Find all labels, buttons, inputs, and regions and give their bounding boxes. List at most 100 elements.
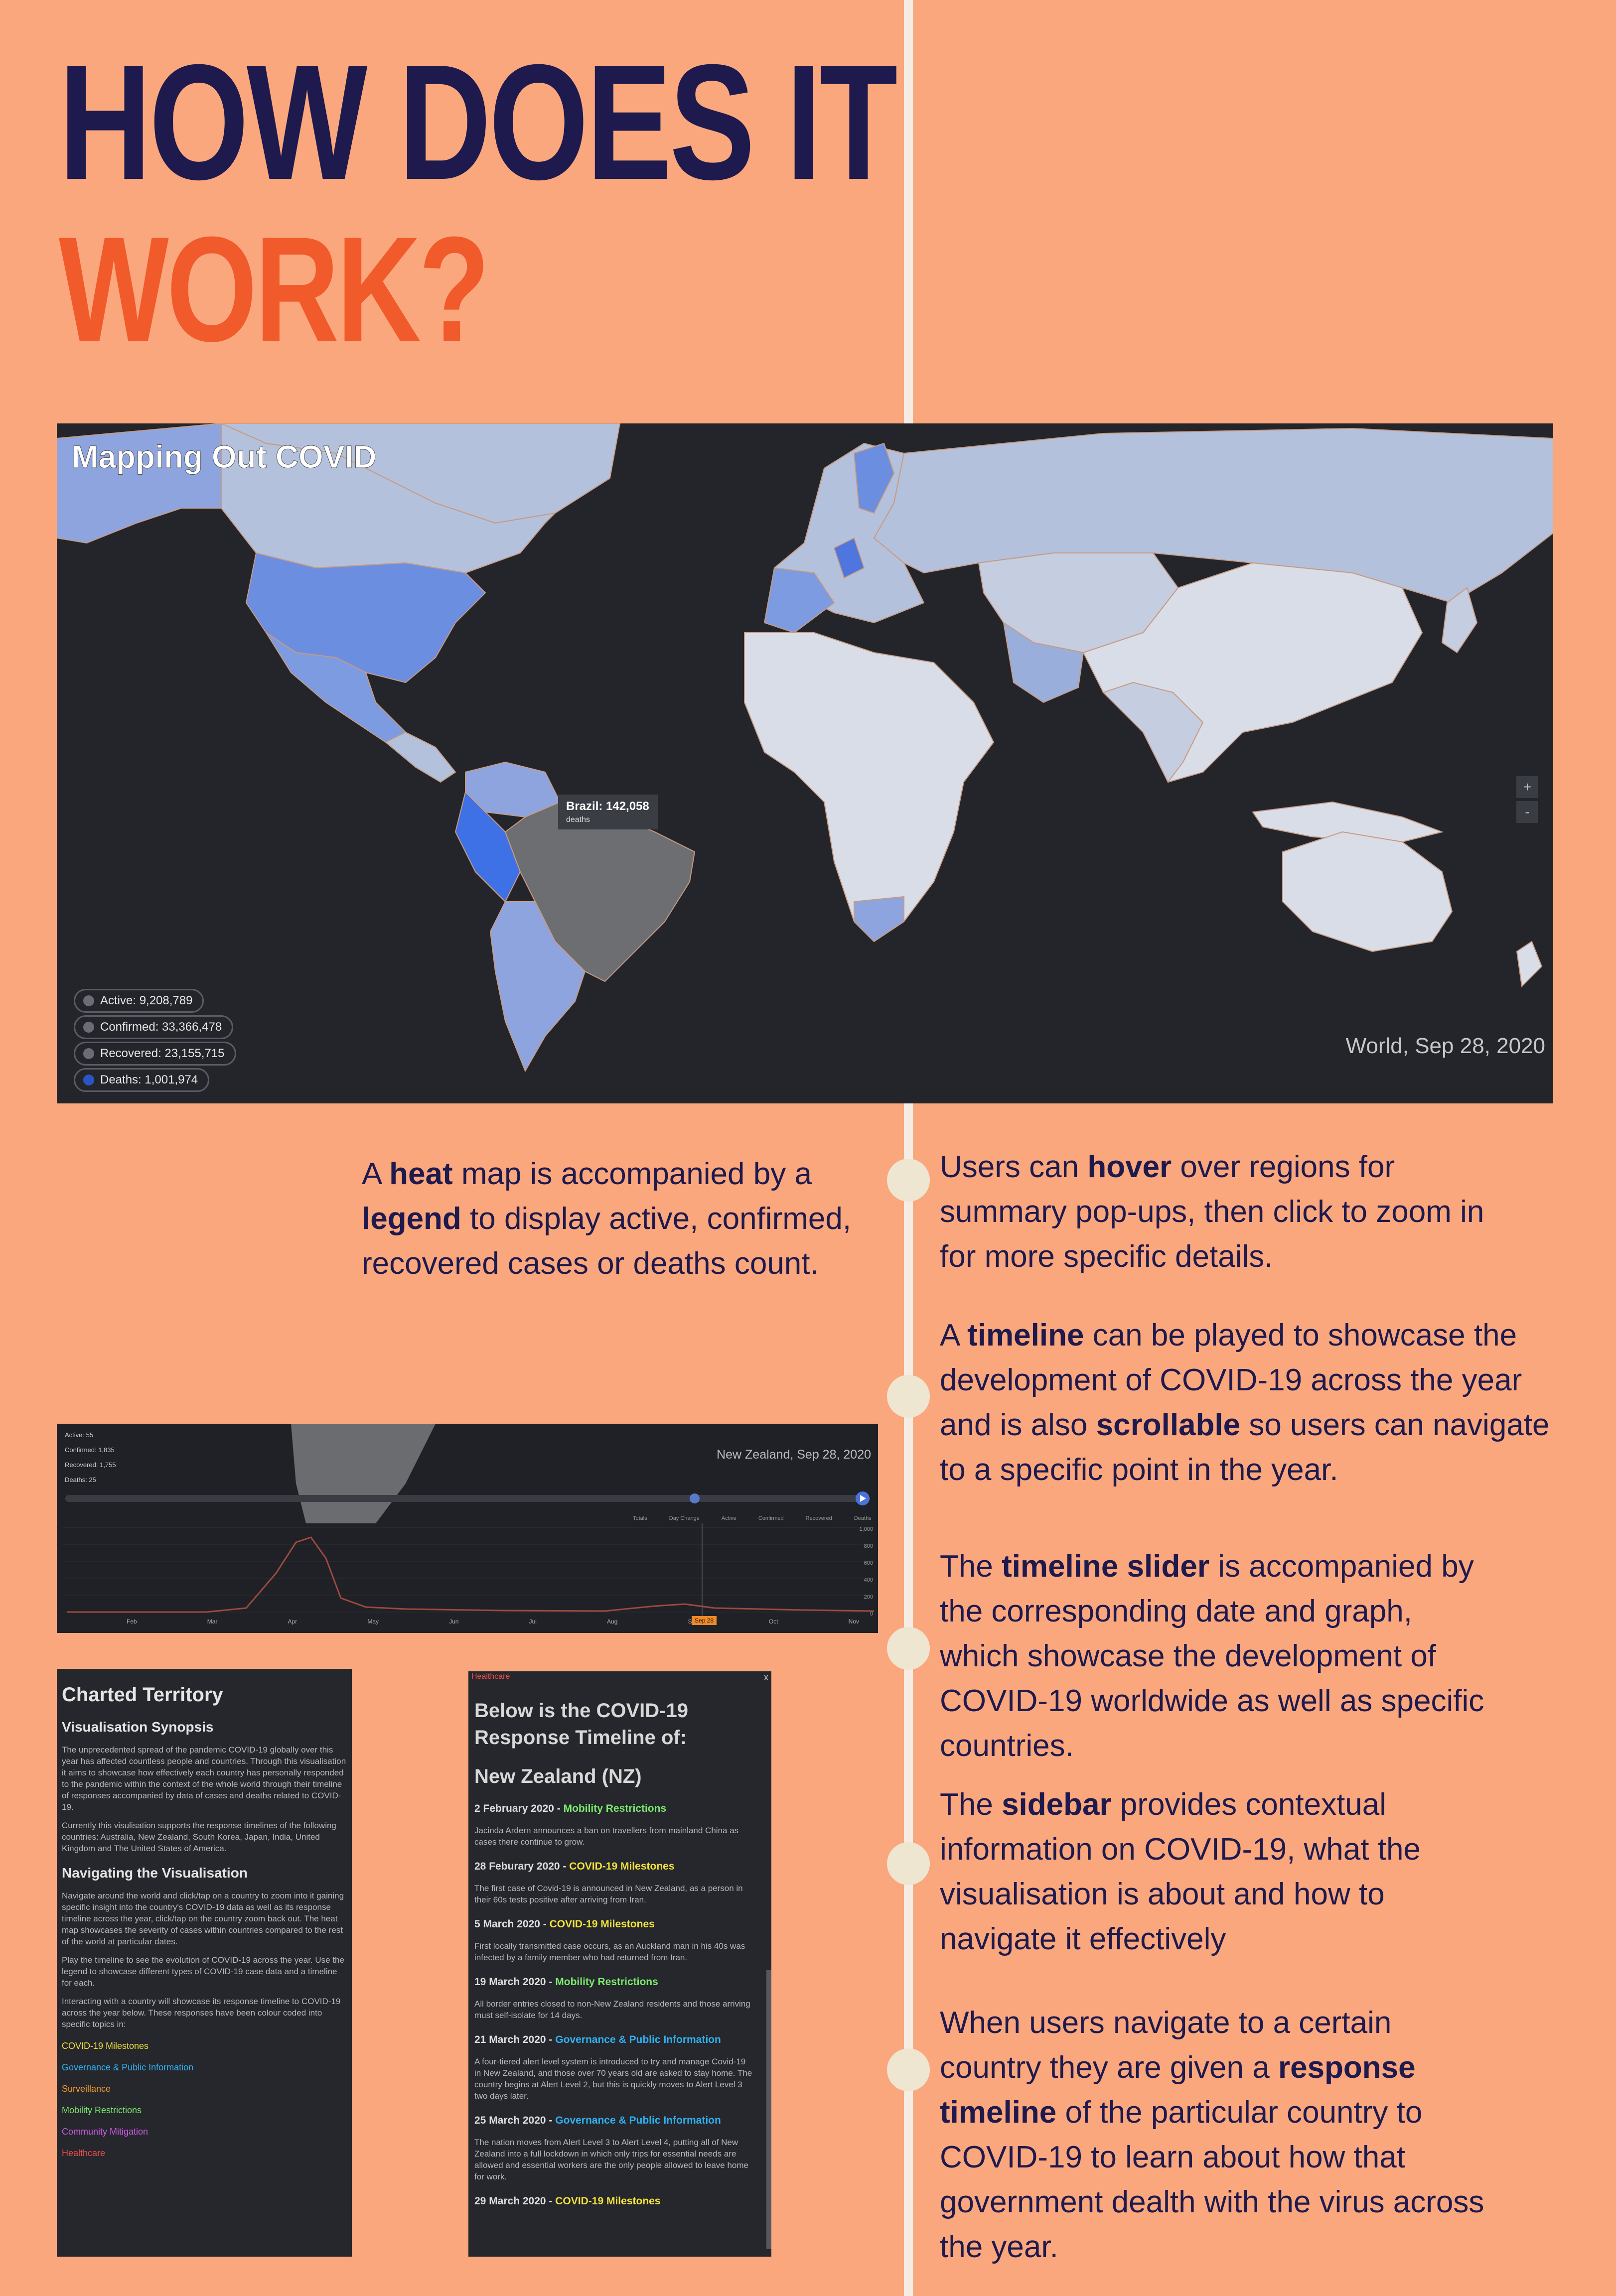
topic-mobility[interactable]: Mobility Restrictions bbox=[62, 2105, 142, 2115]
timeline-graphic bbox=[62, 1424, 875, 1623]
event-date: 2 February 2020 - Mobility Restrictions bbox=[474, 1803, 667, 1814]
legend-label: Active: 9,208,789 bbox=[100, 994, 193, 1007]
desc-heatmap: A heat map is accompanied by a legend to… bbox=[362, 1157, 852, 1281]
event-date: 28 Feburary 2020 - COVID-19 Milestones bbox=[474, 1861, 675, 1872]
legend-label: Recovered: 23,155,715 bbox=[100, 1047, 225, 1060]
series-label: Recovered bbox=[805, 1515, 832, 1521]
response-heading: Below is the COVID-19 Response Timeline … bbox=[474, 1700, 688, 1749]
page-title-line2: WORK? bbox=[59, 205, 490, 373]
event-text: The first case of Covid-19 is announced … bbox=[474, 1884, 743, 1904]
month-tick: Jun bbox=[449, 1618, 459, 1625]
response-timeline-panel: Healthcare x Below is the COVID-19 Respo… bbox=[468, 1671, 771, 2257]
event-text: Jacinda Ardern announces a ban on travel… bbox=[474, 1826, 739, 1847]
response-top-tag: Healthcare bbox=[471, 1672, 510, 1681]
page-title-line1: HOW DOES IT bbox=[59, 30, 897, 214]
timeline-legend: Active: 55 Confirmed: 1,835 Recovered: 1… bbox=[65, 1428, 116, 1487]
zoom-out-button[interactable]: - bbox=[1516, 801, 1538, 823]
map-date-caption: World, Sep 28, 2020 bbox=[1345, 1034, 1545, 1058]
month-tick: Apr bbox=[288, 1618, 297, 1625]
navigation-paragraph: Interacting with a country will showcase… bbox=[62, 1997, 341, 2029]
y-tick: 200 bbox=[864, 1594, 873, 1600]
timeline-y-axis: 1,000 800 600 400 200 0 bbox=[859, 1521, 873, 1622]
legend-dot bbox=[83, 1022, 94, 1033]
legend-recovered[interactable]: Recovered: 23,155,715 bbox=[74, 1042, 236, 1066]
legend-label: Confirmed: 33,366,478 bbox=[100, 1020, 222, 1034]
current-date-marker[interactable]: Sep 28 bbox=[692, 1616, 717, 1625]
navigation-heading: Navigating the Visualisation bbox=[62, 1865, 248, 1881]
bullet-dot bbox=[887, 1159, 930, 1202]
event-date: 25 March 2020 - Governance & Public Info… bbox=[474, 2115, 721, 2126]
event-date: 29 March 2020 - COVID-19 Milestones bbox=[474, 2195, 661, 2207]
bullet-dot bbox=[887, 1627, 930, 1670]
series-label: Deaths bbox=[854, 1515, 872, 1521]
response-country: New Zealand (NZ) bbox=[474, 1765, 642, 1787]
legend-dot bbox=[83, 1048, 94, 1059]
close-icon[interactable]: x bbox=[764, 1672, 768, 1682]
event-date: 5 March 2020 - COVID-19 Milestones bbox=[474, 1918, 655, 1930]
synopsis-heading: Visualisation Synopsis bbox=[62, 1719, 214, 1735]
y-tick: 600 bbox=[864, 1560, 873, 1566]
legend-label: Deaths: 1,001,974 bbox=[100, 1073, 198, 1086]
desc-response: When users navigate to a certain country… bbox=[940, 2006, 1484, 2264]
day-change-toggle[interactable]: Day Change bbox=[669, 1515, 700, 1521]
topic-surveillance[interactable]: Surveillance bbox=[62, 2084, 111, 2094]
topic-healthcare[interactable]: Healthcare bbox=[62, 2148, 106, 2158]
series-label: Active bbox=[721, 1515, 736, 1521]
desc-slider: The timeline slider is accompanied by th… bbox=[940, 1549, 1484, 1763]
navigation-paragraph: Navigate around the world and click/tap … bbox=[62, 1891, 344, 1946]
legend-active[interactable]: Active: 9,208,789 bbox=[74, 989, 204, 1013]
timeline-panel: Active: 55 Confirmed: 1,835 Recovered: 1… bbox=[57, 1424, 878, 1633]
toggle-prefix: Totals bbox=[633, 1515, 647, 1521]
timeline-divider bbox=[904, 0, 913, 2296]
topic-governance[interactable]: Governance & Public Information bbox=[62, 2062, 194, 2072]
month-tick: Oct bbox=[768, 1618, 778, 1625]
zoom-in-button[interactable]: + bbox=[1516, 776, 1538, 798]
tl-legend-recovered[interactable]: Recovered: 1,755 bbox=[65, 1461, 116, 1469]
topic-milestones[interactable]: COVID-19 Milestones bbox=[62, 2041, 149, 2051]
bullet-dot bbox=[887, 1842, 930, 1885]
y-tick: 400 bbox=[864, 1577, 873, 1583]
y-tick: 0 bbox=[870, 1611, 873, 1617]
event-date: 21 March 2020 - Governance & Public Info… bbox=[474, 2034, 721, 2045]
sidebar-title: Charted Territory bbox=[62, 1684, 223, 1706]
desc-sidebar: The sidebar provides contextual informat… bbox=[940, 1787, 1421, 1956]
month-tick: Jul bbox=[529, 1618, 537, 1625]
month-tick: Nov bbox=[848, 1618, 859, 1625]
event-text: First locally transmitted case occurs, a… bbox=[474, 1941, 745, 1962]
timeline-x-axis: Feb Mar Apr May Jun Jul Aug Sep Oct Nov bbox=[127, 1618, 859, 1625]
event-text: The nation moves from Alert Level 3 to A… bbox=[474, 2138, 749, 2181]
bullet-dot bbox=[887, 2048, 930, 2091]
tl-legend-active[interactable]: Active: 55 bbox=[65, 1431, 94, 1439]
topic-community[interactable]: Community Mitigation bbox=[62, 2127, 148, 2137]
y-tick: 800 bbox=[864, 1543, 873, 1549]
month-tick: Mar bbox=[207, 1618, 218, 1625]
event-text: All border entries closed to non-New Zea… bbox=[474, 1999, 750, 2020]
synopsis-paragraph: The unprecedented spread of the pandemic… bbox=[62, 1745, 346, 1812]
month-tick: Feb bbox=[127, 1618, 137, 1625]
navigation-paragraph: Play the timeline to see the evolution o… bbox=[62, 1955, 344, 1988]
timeline-caption: New Zealand, Sep 28, 2020 bbox=[717, 1448, 871, 1462]
tooltip-metric: deaths bbox=[566, 815, 590, 824]
map-tooltip: Brazil: 142,058 deaths bbox=[558, 795, 658, 829]
desc-hover: Users can hover over regions for summary… bbox=[940, 1150, 1484, 1274]
legend-dot bbox=[83, 995, 94, 1006]
map-title: Mapping Out COVID bbox=[72, 439, 377, 475]
tooltip-country: Brazil: 142,058 bbox=[566, 800, 649, 813]
tl-legend-confirmed[interactable]: Confirmed: 1,835 bbox=[65, 1446, 115, 1454]
month-tick: May bbox=[367, 1618, 379, 1625]
series-label: Confirmed bbox=[758, 1515, 784, 1521]
event-text: A four-tiered alert level system is intr… bbox=[474, 2057, 752, 2101]
legend-confirmed[interactable]: Confirmed: 33,366,478 bbox=[74, 1015, 234, 1039]
month-tick: Aug bbox=[606, 1618, 618, 1625]
sidebar-panel: Charted Territory Visualisation Synopsis… bbox=[57, 1669, 352, 2257]
tl-legend-deaths[interactable]: Deaths: 25 bbox=[65, 1476, 96, 1484]
desc-timeline: A timeline can be played to showcase the… bbox=[940, 1318, 1550, 1487]
world-map-panel: Mapping Out COVID World, Sep 28, 2020 Br… bbox=[57, 423, 1553, 1103]
legend-dot bbox=[83, 1075, 94, 1085]
timeline-series-legend: Totals Day Change Active Confirmed Recov… bbox=[633, 1515, 872, 1521]
scrollbar[interactable] bbox=[766, 1970, 771, 2249]
y-tick: 1,000 bbox=[859, 1526, 873, 1532]
event-date: 19 March 2020 - Mobility Restrictions bbox=[474, 1976, 658, 1988]
legend-deaths[interactable]: Deaths: 1,001,974 bbox=[74, 1068, 210, 1092]
world-map[interactable] bbox=[57, 423, 1553, 1103]
